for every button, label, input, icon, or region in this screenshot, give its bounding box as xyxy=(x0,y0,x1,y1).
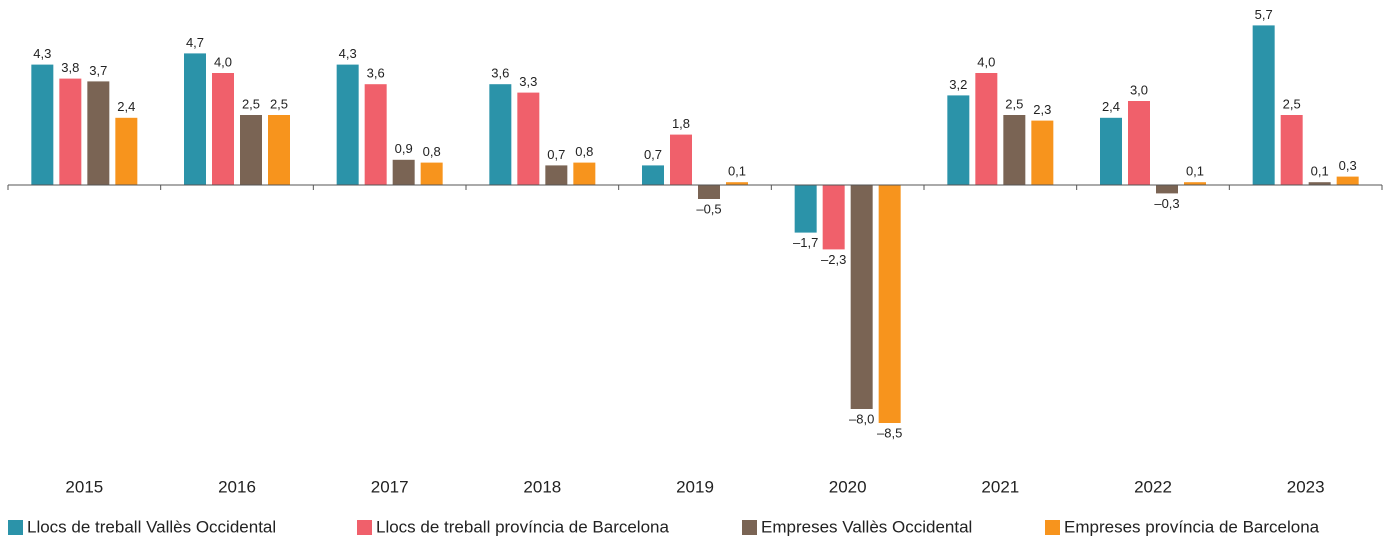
bar xyxy=(850,185,873,409)
legend-label: Empreses Vallès Occidental xyxy=(761,517,972,536)
x-tick-label: 2020 xyxy=(829,477,867,496)
value-label: 1,8 xyxy=(672,116,690,131)
bar xyxy=(878,185,901,423)
x-tick-label: 2023 xyxy=(1287,477,1325,496)
value-label: 2,5 xyxy=(242,96,260,111)
bar xyxy=(392,159,415,185)
legend-swatch xyxy=(742,520,757,535)
x-tick-label: 2018 xyxy=(523,477,561,496)
bar xyxy=(1100,117,1122,185)
legend-label: Llocs de treball Vallès Occidental xyxy=(27,517,276,536)
x-tick-label: 2021 xyxy=(981,477,1019,496)
value-label: –0,3 xyxy=(1154,196,1179,211)
bar xyxy=(947,95,970,185)
value-label: 5,7 xyxy=(1255,7,1273,22)
value-label: 4,0 xyxy=(977,54,995,69)
bar xyxy=(184,53,206,186)
value-label: 3,8 xyxy=(61,60,79,75)
value-label: 2,4 xyxy=(117,99,135,114)
bar xyxy=(517,92,540,185)
bar xyxy=(726,182,748,185)
value-label: 3,0 xyxy=(1130,82,1148,97)
value-label: 0,1 xyxy=(1311,164,1329,179)
bar xyxy=(1003,115,1026,185)
value-label: 0,7 xyxy=(644,147,662,162)
x-tick-label: 2022 xyxy=(1134,477,1172,496)
value-label: 3,7 xyxy=(89,63,107,78)
x-tick-label: 2019 xyxy=(676,477,714,496)
value-label: 4,3 xyxy=(339,46,357,61)
bar xyxy=(420,162,443,185)
value-label: 4,3 xyxy=(33,46,51,61)
bar xyxy=(1128,101,1150,185)
legend-swatch xyxy=(1045,520,1060,535)
bar xyxy=(1184,182,1206,185)
value-label: 3,2 xyxy=(949,77,967,92)
value-label: 2,4 xyxy=(1102,99,1120,114)
bar xyxy=(545,165,568,185)
bar xyxy=(1031,120,1054,185)
value-label: 0,8 xyxy=(575,144,593,159)
legend-label: Empreses província de Barcelona xyxy=(1064,517,1320,536)
value-label: 3,3 xyxy=(519,74,537,89)
value-label: 0,9 xyxy=(395,141,413,156)
bar xyxy=(268,115,290,185)
bar xyxy=(975,73,998,185)
bar xyxy=(642,165,664,185)
value-label: 3,6 xyxy=(491,66,509,81)
bar xyxy=(1252,25,1275,186)
bar xyxy=(698,185,720,199)
value-label: 2,5 xyxy=(1005,96,1023,111)
x-tick-label: 2015 xyxy=(65,477,103,496)
value-label: 2,5 xyxy=(270,96,288,111)
value-label: 0,8 xyxy=(423,144,441,159)
value-label: –0,5 xyxy=(696,201,721,216)
bar xyxy=(336,64,359,185)
bar xyxy=(489,84,512,185)
bar xyxy=(822,185,845,250)
bar xyxy=(794,185,817,233)
bar xyxy=(1308,182,1331,185)
legend-swatch xyxy=(8,520,23,535)
x-tick-label: 2017 xyxy=(371,477,409,496)
value-label: 3,6 xyxy=(367,66,385,81)
bar xyxy=(31,64,54,185)
value-label: –8,0 xyxy=(849,411,874,426)
value-label: 0,1 xyxy=(728,164,746,179)
value-label: 2,3 xyxy=(1033,102,1051,117)
bar xyxy=(115,117,138,185)
bar xyxy=(1336,176,1359,185)
value-label: –2,3 xyxy=(821,252,846,267)
bar xyxy=(573,162,596,185)
bar xyxy=(240,115,262,185)
bar xyxy=(212,73,234,185)
bar xyxy=(1280,115,1303,185)
legend-swatch xyxy=(357,520,372,535)
value-label: 0,3 xyxy=(1339,158,1357,173)
value-label: 0,7 xyxy=(547,147,565,162)
legend-label: Llocs de treball província de Barcelona xyxy=(376,517,669,536)
value-label: 4,7 xyxy=(186,35,204,50)
value-label: 2,5 xyxy=(1283,96,1301,111)
bar xyxy=(364,84,387,185)
bar xyxy=(670,134,692,185)
value-label: –8,5 xyxy=(877,425,902,440)
value-label: 0,1 xyxy=(1186,164,1204,179)
value-label: 4,0 xyxy=(214,54,232,69)
bar xyxy=(87,81,110,185)
x-tick-label: 2016 xyxy=(218,477,256,496)
value-label: –1,7 xyxy=(793,235,818,250)
bar xyxy=(59,78,82,185)
bar xyxy=(1156,185,1178,194)
